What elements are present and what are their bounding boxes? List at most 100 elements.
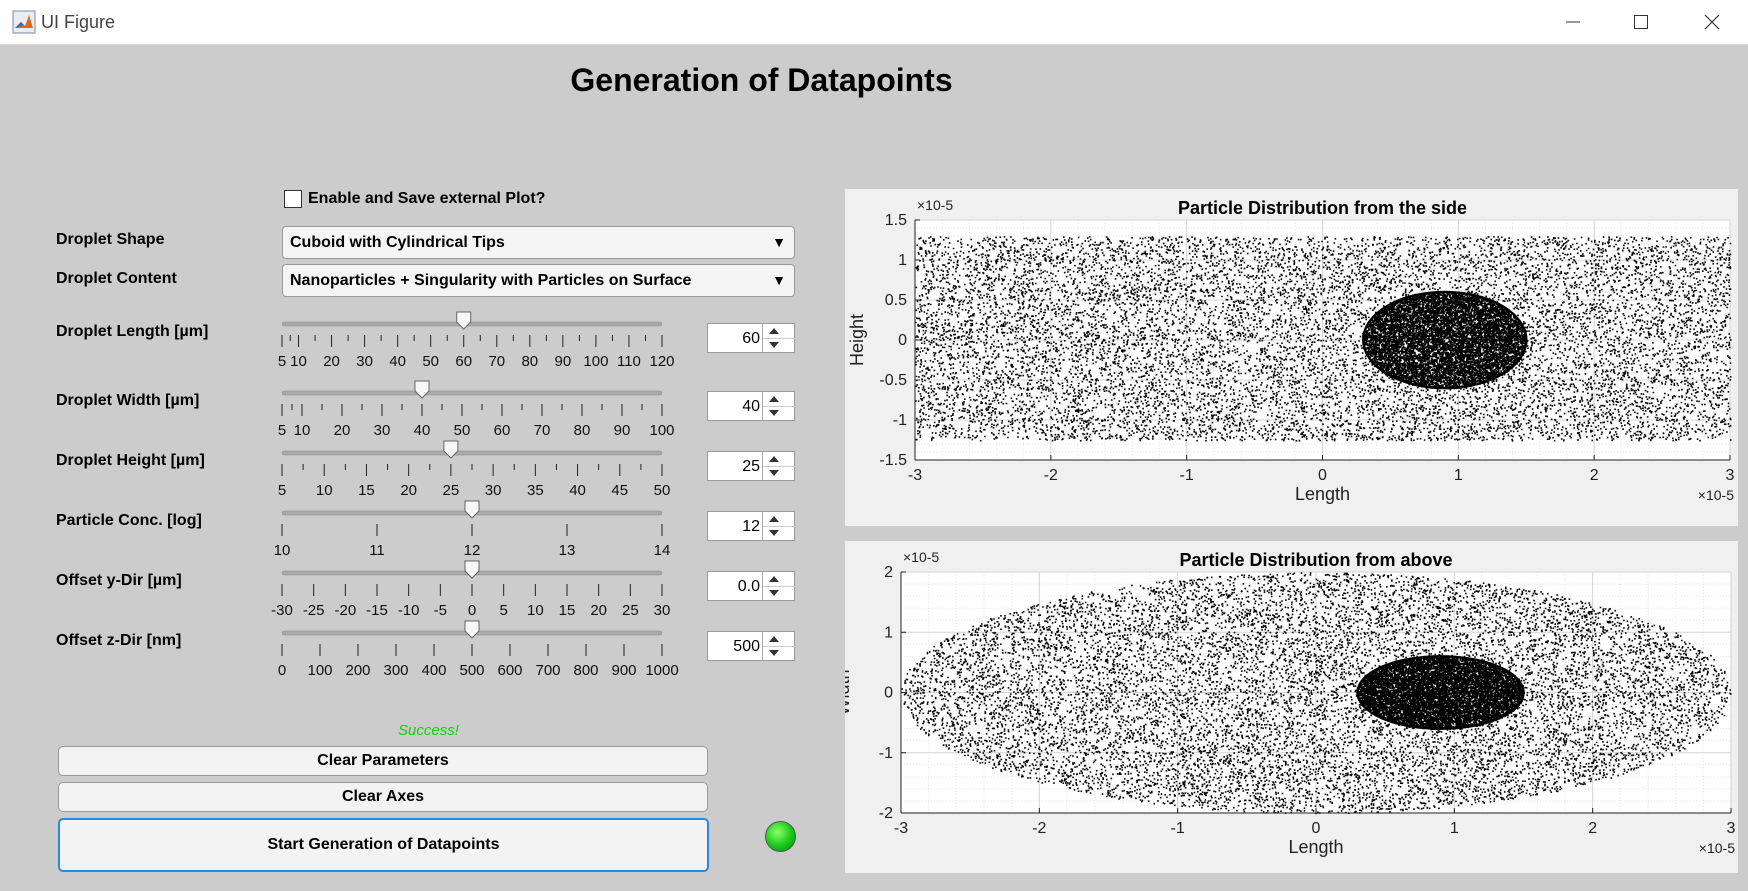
slider-tick-label: -20 (334, 602, 356, 619)
droplet-width-slider[interactable]: 5 10 20 30 40 50 60 70 80 90 100 (270, 380, 690, 450)
offset-y-spinner[interactable]: 0.0 (707, 571, 795, 601)
top-distribution-plot[interactable]: -3 -2 -1 0 1 2 3 -2 -1 0 1 2 Particle Distribution f… (833, 541, 1738, 873)
slider-tick-label: 90 (555, 353, 572, 370)
close-button[interactable] (1680, 4, 1744, 40)
droplet-shape-dropdown[interactable]: Cuboid with Cylindrical Tips ▼ (282, 226, 795, 259)
maximize-button[interactable] (1609, 4, 1673, 40)
x-tick-label: 2 (1588, 820, 1597, 837)
y-axis-label: Height (847, 314, 867, 366)
slider-tick-label: 14 (654, 542, 671, 559)
slider-thumb (464, 500, 480, 519)
slider-thumb (464, 620, 480, 639)
droplet-height-label: Droplet Height [µm] (56, 452, 205, 469)
slider-tick-label: 20 (400, 482, 417, 499)
slider-tick-label: 5 (278, 482, 286, 499)
droplet-length-slider[interactable]: 5 10 20 30 40 50 60 70 80 90 100 110 120 (270, 311, 690, 381)
slider-tick-label: 5 (278, 353, 286, 370)
spinner-down-icon[interactable] (769, 590, 779, 596)
y-tick-label: 0.5 (885, 292, 907, 309)
particle-conc-slider[interactable]: 10 11 12 13 14 (270, 500, 690, 570)
slider-thumb (464, 560, 480, 579)
slider-tick-label: 60 (455, 353, 472, 370)
spinner-up-icon[interactable] (769, 328, 779, 334)
slider-tick-label: 400 (421, 662, 446, 679)
clear-parameters-button[interactable]: Clear Parameters (58, 746, 708, 776)
start-generation-button[interactable]: Start Generation of Datapoints (58, 818, 709, 872)
slider-tick-label: -25 (303, 602, 325, 619)
spinner-down-icon[interactable] (769, 530, 779, 536)
slider-tick-label: 45 (611, 482, 628, 499)
spinner-down-icon[interactable] (769, 342, 779, 348)
droplet-length-label: Droplet Length [µm] (56, 323, 209, 340)
spinner-up-icon[interactable] (769, 456, 779, 462)
slider-tick-label: 10 (274, 542, 291, 559)
enable-external-plot-label: Enable and Save external Plot? (308, 190, 546, 207)
enable-external-plot-checkbox[interactable] (284, 190, 302, 208)
slider-thumb (443, 440, 459, 459)
x-tick-label: 3 (1726, 467, 1735, 484)
offset-z-spinner[interactable]: 500 (707, 631, 795, 661)
spinner-up-icon[interactable] (769, 576, 779, 582)
slider-tick-label: 600 (497, 662, 522, 679)
slider-tick-label: 60 (494, 422, 511, 439)
droplet-content-label: Droplet Content (56, 270, 177, 287)
slider-tick-label: -15 (366, 602, 388, 619)
slider-tick-label: 30 (356, 353, 373, 370)
spinner-up-icon[interactable] (769, 516, 779, 522)
clear-axes-button[interactable]: Clear Axes (58, 782, 708, 812)
slider-tick-label: 11 (369, 542, 385, 559)
slider-tick-label: 300 (383, 662, 408, 679)
dropdown-arrow-icon: ▼ (772, 272, 786, 288)
window-titlebar (0, 0, 1748, 45)
offset-z-label: Offset z-Dir [nm] (56, 632, 182, 649)
particle-conc-label: Particle Conc. [log] (56, 512, 202, 529)
x-tick-label: 0 (1318, 467, 1327, 484)
slider-tick-label: 15 (559, 602, 576, 619)
slider-tick-label: 40 (414, 422, 431, 439)
droplet-width-spinner[interactable]: 40 (707, 391, 795, 421)
offset-y-slider[interactable]: -30 -25 -20 -15 -10 -5 0 5 10 15 20 25 30 (270, 560, 690, 630)
x-axis-label: Length (1295, 484, 1350, 504)
x-tick-label: 0 (1312, 820, 1321, 837)
x-tick-label: 1 (1450, 820, 1459, 837)
droplet-height-slider[interactable]: 5 10 15 20 25 30 35 40 45 50 (270, 440, 690, 510)
slider-tick-label: 100 (649, 422, 674, 439)
spinner-down-icon[interactable] (769, 470, 779, 476)
status-lamp (765, 821, 796, 852)
droplet-shape-label: Droplet Shape (56, 231, 165, 248)
slider-tick-label: 30 (485, 482, 502, 499)
x-tick-label: 1 (1454, 467, 1463, 484)
droplet-height-spinner[interactable]: 25 (707, 451, 795, 481)
spinner-up-icon[interactable] (769, 636, 779, 642)
singularity-cluster (1356, 655, 1525, 730)
minimize-button[interactable] (1541, 4, 1605, 40)
droplet-content-dropdown[interactable]: Nanoparticles + Singularity with Particl… (282, 264, 795, 297)
y-tick-label: 1.5 (885, 212, 907, 229)
y-tick-label: 0 (884, 685, 893, 702)
spinner-up-icon[interactable] (769, 396, 779, 402)
spinner-down-icon[interactable] (769, 650, 779, 656)
droplet-width-value: 40 (742, 398, 760, 415)
droplet-length-spinner[interactable]: 60 (707, 323, 795, 353)
slider-tick-label: 15 (358, 482, 375, 499)
y-exponent-label: ×10-5 (917, 197, 953, 213)
spinner-down-icon[interactable] (769, 410, 779, 416)
slider-thumb (414, 380, 430, 399)
slider-tick-label: 35 (527, 482, 544, 499)
slider-tick-label: 1000 (645, 662, 678, 679)
particle-conc-spinner[interactable]: 12 (707, 511, 795, 541)
side-distribution-plot[interactable]: -3 -2 -1 0 1 2 3 -1.5 -1 -0.5 0 0.5 1 1.5 Particle Dis… (845, 189, 1738, 526)
slider-tick-label: 80 (521, 353, 538, 370)
slider-tick-label: 50 (654, 482, 671, 499)
y-tick-label: -1 (879, 745, 893, 762)
slider-tick-label: 20 (323, 353, 340, 370)
particle-points (915, 236, 1732, 442)
slider-tick-label: -30 (271, 602, 293, 619)
slider-tick-label: 80 (574, 422, 591, 439)
slider-tick-label: 110 (617, 353, 641, 370)
slider-tick-label: 100 (307, 662, 332, 679)
slider-tick-label: 20 (334, 422, 351, 439)
slider-track (281, 450, 663, 456)
offset-y-label: Offset y-Dir [µm] (56, 572, 182, 589)
offset-z-slider[interactable]: 0 100 200 300 400 500 600 700 800 900 1000 (270, 620, 690, 690)
